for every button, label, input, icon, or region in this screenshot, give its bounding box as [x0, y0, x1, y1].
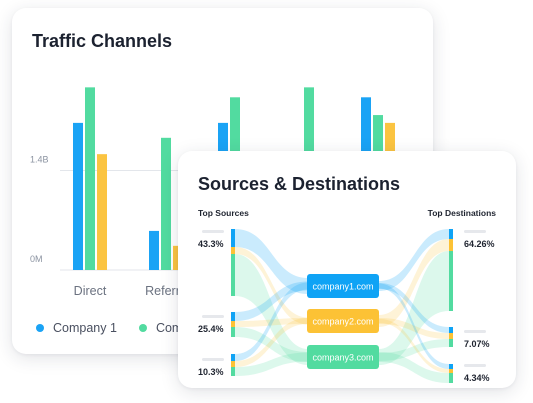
bar [97, 154, 107, 270]
sankey-node-2 [307, 309, 379, 333]
sankey-flow [235, 247, 308, 325]
destination-bar-segment [449, 333, 453, 339]
sources-destinations-title: Sources & Destinations [198, 174, 401, 194]
source-bar-segment [231, 361, 235, 367]
destination-bar-segment [449, 327, 453, 333]
y-tick-label: 1.4B [30, 155, 49, 165]
destination-bar-segment [449, 364, 453, 369]
source-percentage: 25.4% [198, 324, 224, 334]
legend-dot-company-1 [36, 324, 44, 332]
placeholder-line [202, 358, 224, 361]
destination-bar-segment [449, 229, 453, 239]
sankey-node-label: company1.com [312, 282, 373, 292]
sankey-flow [379, 319, 449, 373]
source-bar-segment [231, 254, 235, 296]
sankey-flow [235, 229, 308, 294]
sankey-flow [379, 283, 449, 333]
destination-bar-segment [449, 239, 453, 251]
category-label: Referra [145, 284, 187, 298]
sankey-flow [235, 318, 308, 367]
sankey-flow [235, 254, 308, 365]
sankey-flow [379, 229, 449, 291]
destination-percentage: 7.07% [464, 339, 490, 349]
sankey-flow [379, 352, 449, 383]
destination-percentage: 4.34% [464, 373, 490, 383]
destination-percentage: 64.26% [464, 239, 495, 249]
sankey-flow [379, 339, 449, 361]
legend-item-company-1[interactable]: Company 1 [36, 321, 117, 335]
sankey-flow [235, 281, 308, 321]
placeholder-line [464, 230, 486, 233]
bar [149, 230, 159, 270]
source-bar-segment [231, 327, 235, 337]
destination-bar-segment [449, 373, 453, 383]
sankey-flow [235, 327, 308, 362]
legend-label-company-1: Company 1 [53, 321, 117, 335]
placeholder-line [202, 315, 224, 318]
sankey-node-1 [307, 274, 379, 298]
bar [161, 137, 171, 270]
source-bar-segment [231, 354, 235, 361]
sources-destinations-card: Top Sources Top Destinations 43.3% 25.4% 10.… [178, 151, 516, 388]
category-label: Direct [74, 284, 107, 298]
source-percentage: 10.3% [198, 367, 224, 377]
sankey-node-label: company3.com [312, 353, 373, 363]
sankey-node-3 [307, 345, 379, 369]
legend-dot-company-2 [138, 324, 147, 332]
sankey-node-label: company2.com [312, 317, 373, 327]
source-bar-segment [231, 229, 235, 247]
source-percentage: 43.3% [198, 239, 224, 249]
source-bar-segment [231, 367, 235, 376]
sankey-diagram: Top Sources Top Destinations 43.3% 25.4% 10.… [198, 208, 497, 383]
top-sources-heading: Top Sources [198, 208, 249, 218]
sankey-flow [235, 352, 308, 376]
destination-bar-segment [449, 339, 453, 347]
source-bar-segment [231, 247, 235, 254]
source-bar-segment [231, 312, 235, 321]
y-tick-label: 0M [30, 254, 43, 264]
bar [85, 87, 95, 270]
sankey-flow [379, 318, 449, 339]
placeholder-line [464, 364, 486, 367]
destination-bar-segment [449, 369, 453, 373]
traffic-channels-title: Traffic Channels [32, 31, 173, 51]
bar [73, 122, 83, 270]
placeholder-line [202, 230, 224, 233]
sankey-flow [235, 282, 308, 361]
source-bar-segment [231, 321, 235, 327]
placeholder-line [464, 330, 486, 333]
top-destinations-heading: Top Destinations [428, 208, 497, 218]
sankey-flow [379, 251, 449, 365]
sankey-flow [379, 239, 449, 327]
sankey-flow [379, 283, 449, 369]
sankey-flow [235, 318, 308, 327]
destination-bar-segment [449, 251, 453, 311]
